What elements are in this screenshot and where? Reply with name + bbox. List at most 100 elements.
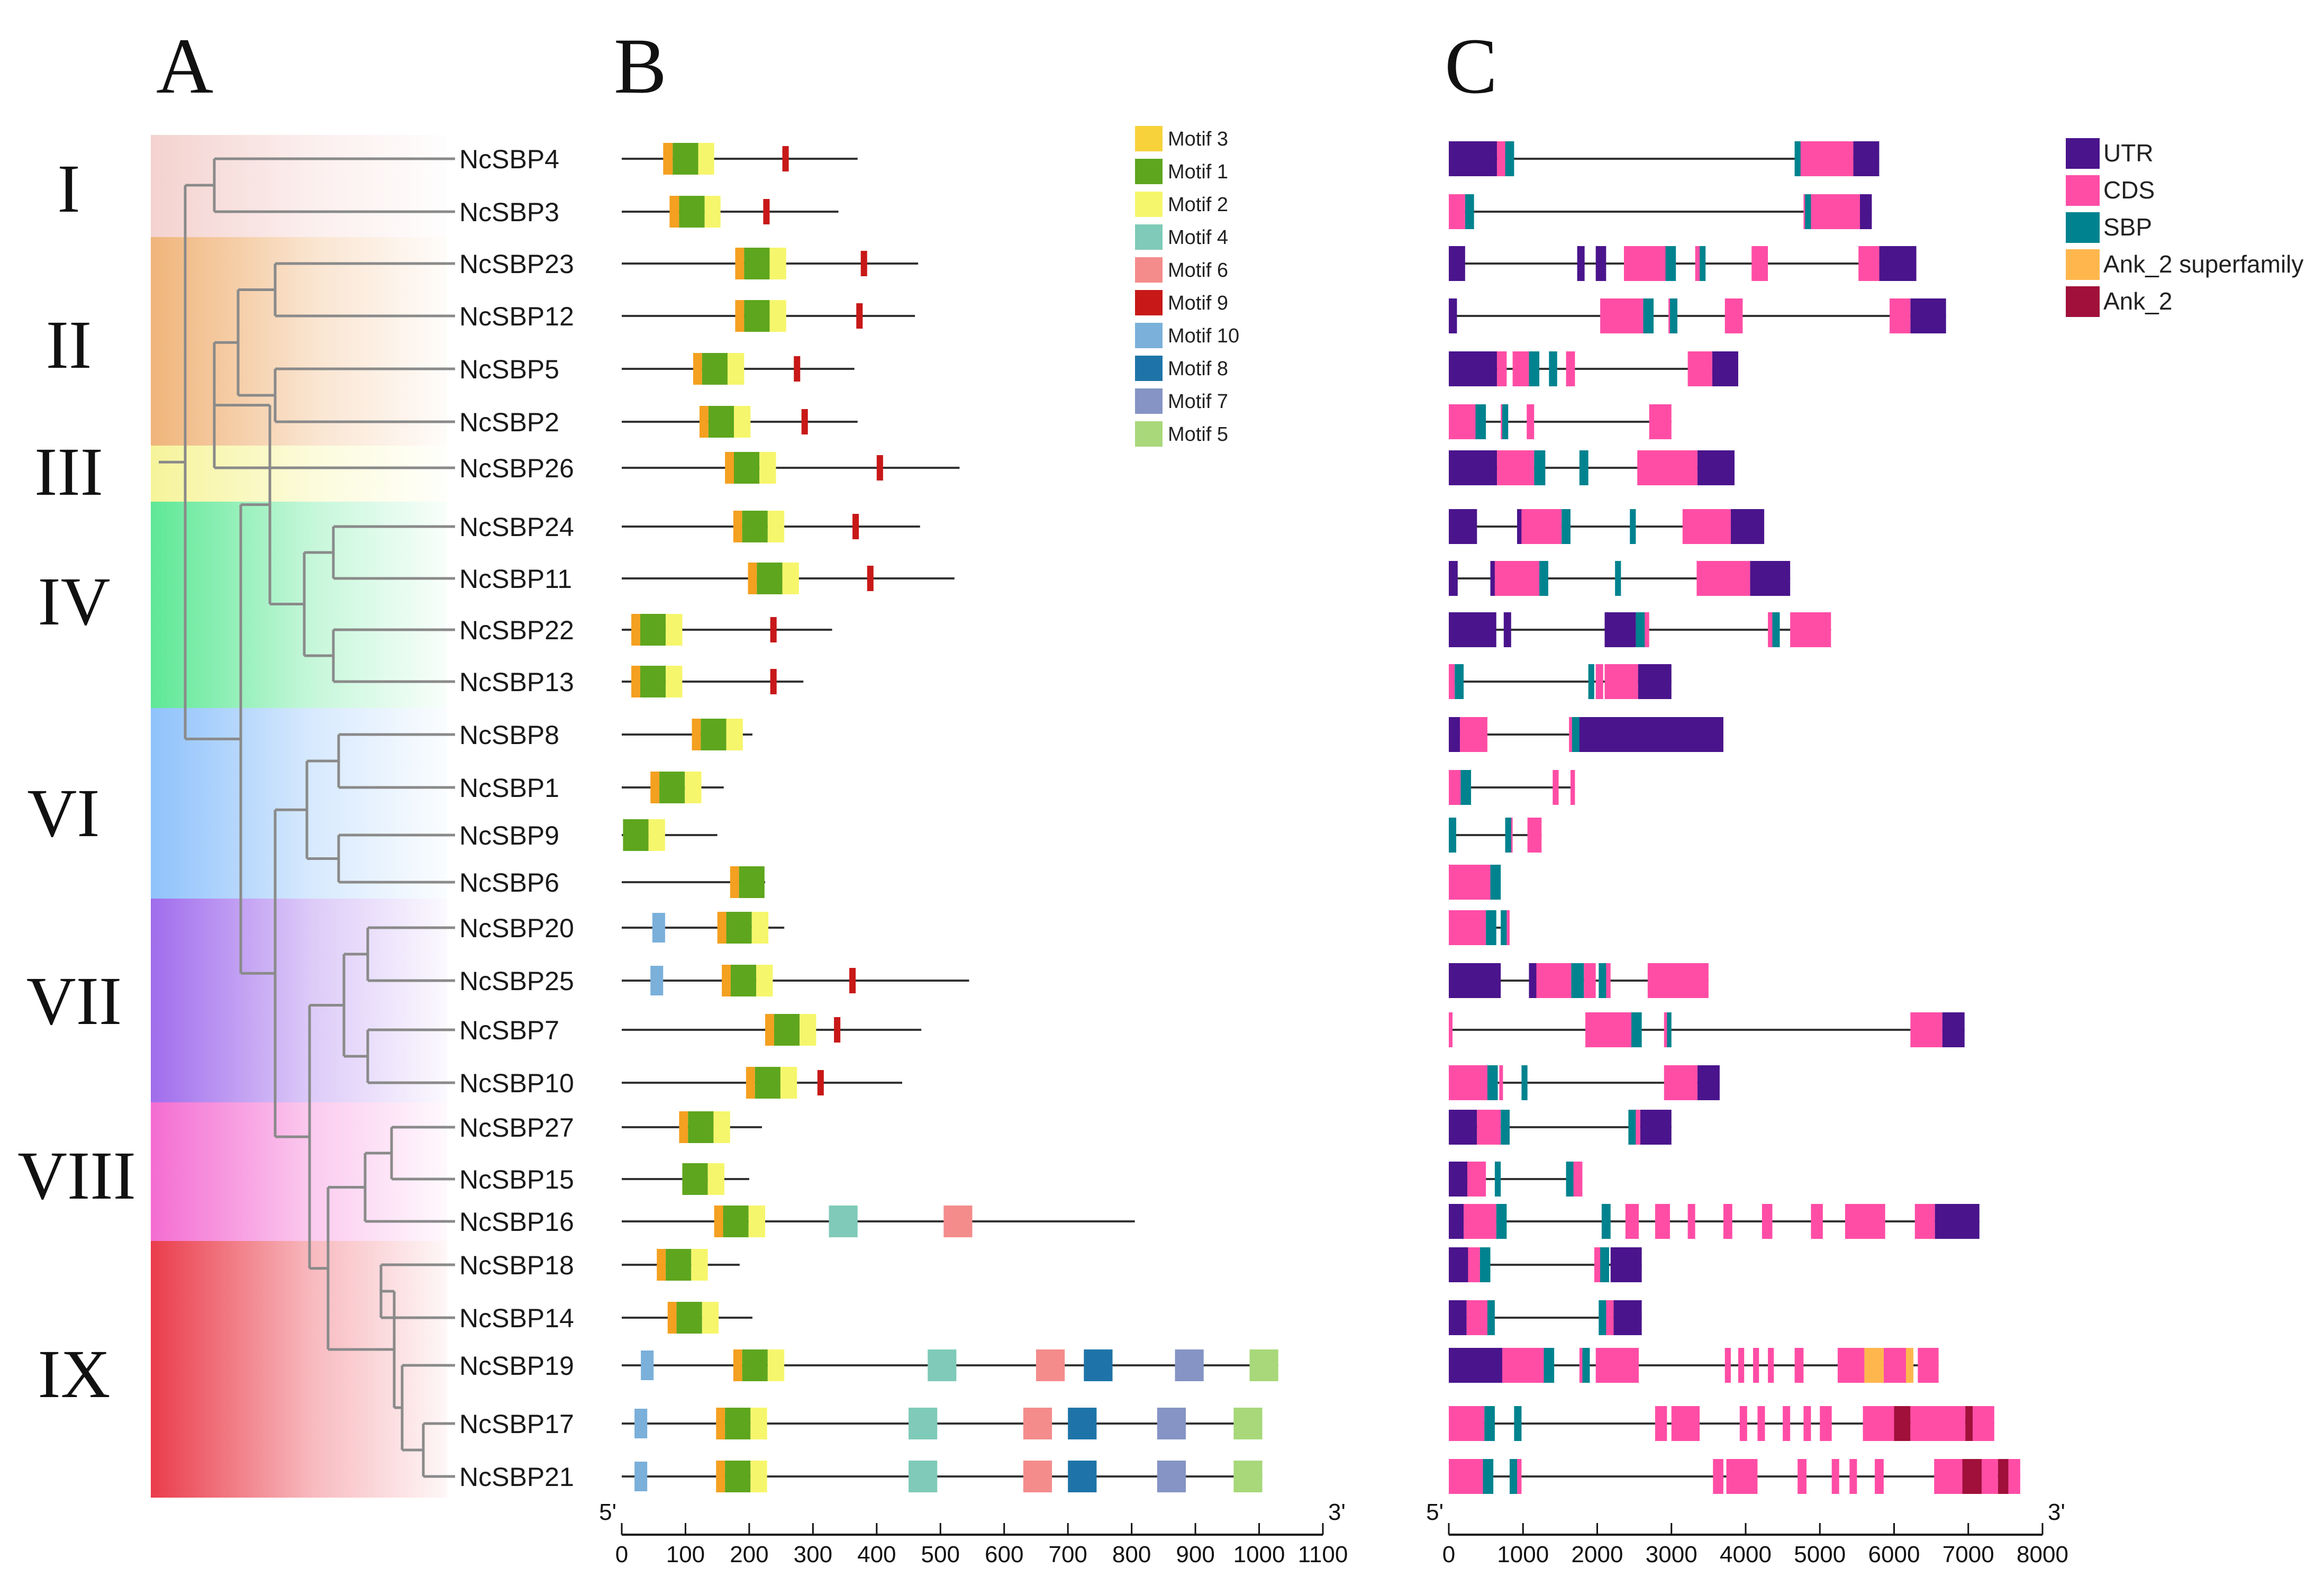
motif-box — [682, 1163, 708, 1195]
sbp-domain — [1794, 141, 1801, 176]
clade-label: III — [34, 434, 103, 510]
gene-label: NcSBP17 — [459, 1409, 574, 1439]
sbp-domain — [1572, 717, 1579, 752]
utr-segment — [1449, 450, 1497, 485]
gene-structure-legend: UTR CDS SBP Ank_2 superfamily Ank_2 — [2066, 138, 2303, 317]
motif-box — [849, 968, 856, 993]
motif-box — [679, 196, 705, 228]
cds-segment — [1569, 717, 1574, 752]
panel-label-a: A — [156, 22, 213, 110]
cds-segment — [1460, 717, 1487, 752]
clade-band — [151, 1241, 447, 1498]
utr-segment — [1942, 1012, 1965, 1047]
sbp-domain — [1449, 818, 1457, 853]
gene-label: NcSBP9 — [459, 821, 559, 850]
motif-box — [722, 965, 731, 996]
motif-box — [765, 1014, 774, 1046]
cds-segment — [1820, 1406, 1832, 1441]
cds-segment — [1783, 1406, 1791, 1441]
motif-box — [735, 248, 745, 279]
panel-label-c: C — [1445, 22, 1497, 110]
motif-box — [726, 719, 743, 750]
axis-tick-label: 200 — [730, 1542, 768, 1567]
gene-label: NcSBP24 — [459, 512, 574, 542]
legend-label: Motif 4 — [1168, 226, 1228, 249]
cds-segment — [1449, 865, 1491, 900]
motif-box — [716, 1461, 725, 1492]
clade-label: IV — [38, 564, 110, 640]
legend-swatch — [1135, 356, 1163, 381]
sbp-domain — [1643, 298, 1654, 333]
cds-segment — [1713, 1459, 1723, 1494]
gene-label: NcSBP19 — [459, 1351, 574, 1381]
utr-segment — [1529, 963, 1537, 998]
cds-segment — [1623, 246, 1667, 281]
utr-segment — [1712, 351, 1738, 386]
cds-segment — [1494, 561, 1540, 596]
motif-box — [834, 1017, 841, 1043]
motif-box — [800, 1014, 816, 1046]
motif-box — [691, 1249, 708, 1281]
ank2-domain — [1962, 1459, 1982, 1494]
sbp-domain — [1521, 1065, 1528, 1100]
motif-box — [755, 1067, 780, 1099]
motif-box — [767, 1349, 785, 1381]
gene-label: NcSBP2 — [459, 407, 559, 437]
motif-box — [856, 303, 863, 329]
sbp-domain — [1571, 963, 1584, 998]
clade-label: VII — [26, 963, 122, 1039]
cds-segment — [1625, 1204, 1639, 1239]
cds-segment — [1811, 1204, 1823, 1239]
gene-label: NcSBP21 — [459, 1462, 574, 1492]
motif-box — [928, 1349, 957, 1381]
gene-label: NcSBP22 — [459, 615, 574, 645]
sbp-domain — [1501, 910, 1507, 945]
sbp-domain — [1479, 1247, 1491, 1282]
sbp-domain — [1475, 404, 1486, 439]
clade-label: IX — [38, 1336, 110, 1412]
motif-box — [708, 406, 734, 438]
cds-segment — [1655, 1204, 1670, 1239]
cds-segment — [1499, 1065, 1503, 1100]
cds-segment — [1527, 818, 1542, 853]
utr-segment — [1613, 1300, 1642, 1335]
legend-label: Motif 8 — [1168, 358, 1228, 380]
motif-box — [756, 965, 773, 996]
utr-segment — [1449, 246, 1465, 281]
axis-tick-label: 700 — [1048, 1542, 1087, 1567]
motif-box — [751, 912, 769, 944]
sbp-domain — [1487, 1065, 1498, 1100]
utr-segment — [1449, 351, 1497, 386]
legend-label: UTR — [2103, 139, 2154, 167]
cds-segment — [1799, 141, 1807, 176]
utr-segment — [1750, 561, 1791, 596]
legend-swatch — [2066, 175, 2100, 206]
ank2-domain — [1965, 1406, 1973, 1441]
sbp-domain — [1465, 194, 1474, 229]
cds-segment — [1467, 1162, 1486, 1197]
motif-box — [641, 1351, 654, 1380]
motif-box — [1233, 1461, 1263, 1492]
legend-label: Ank_2 — [2103, 287, 2172, 315]
cds-segment — [1502, 1348, 1544, 1383]
cds-segment — [1798, 1459, 1807, 1494]
motif-box — [867, 566, 874, 591]
utr-segment — [1853, 141, 1880, 176]
motif-box — [734, 452, 760, 484]
sbp-domain — [1549, 351, 1557, 386]
motif-box — [1068, 1408, 1097, 1439]
utr-segment — [1595, 246, 1606, 281]
motif-box — [1249, 1349, 1278, 1381]
legend-label: Motif 7 — [1168, 391, 1228, 413]
gene-label: NcSBP15 — [459, 1165, 574, 1194]
cds-segment — [1849, 1459, 1857, 1494]
cds-segment — [1803, 1406, 1811, 1441]
gene-label: NcSBP8 — [459, 720, 559, 750]
sbp-domain — [1772, 612, 1780, 647]
motif-box — [757, 563, 783, 594]
legend-swatch — [1135, 126, 1163, 151]
cds-segment — [1910, 1406, 1966, 1441]
motif-box — [634, 1462, 648, 1491]
legend-swatch — [2066, 286, 2100, 317]
